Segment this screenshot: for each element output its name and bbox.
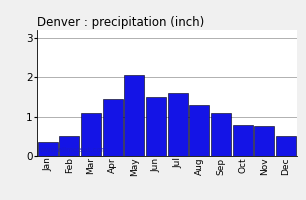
Bar bbox=[189, 105, 209, 156]
Bar bbox=[124, 75, 144, 156]
Text: Denver : precipitation (inch): Denver : precipitation (inch) bbox=[37, 16, 204, 29]
Bar bbox=[233, 124, 253, 156]
Bar bbox=[254, 126, 274, 156]
Bar bbox=[211, 113, 231, 156]
Bar bbox=[38, 142, 58, 156]
Text: www.allmetsat.com: www.allmetsat.com bbox=[39, 147, 108, 153]
Bar bbox=[81, 113, 101, 156]
Bar bbox=[168, 93, 188, 156]
Bar bbox=[146, 97, 166, 156]
Bar bbox=[276, 136, 296, 156]
Bar bbox=[59, 136, 79, 156]
Bar bbox=[103, 99, 122, 156]
